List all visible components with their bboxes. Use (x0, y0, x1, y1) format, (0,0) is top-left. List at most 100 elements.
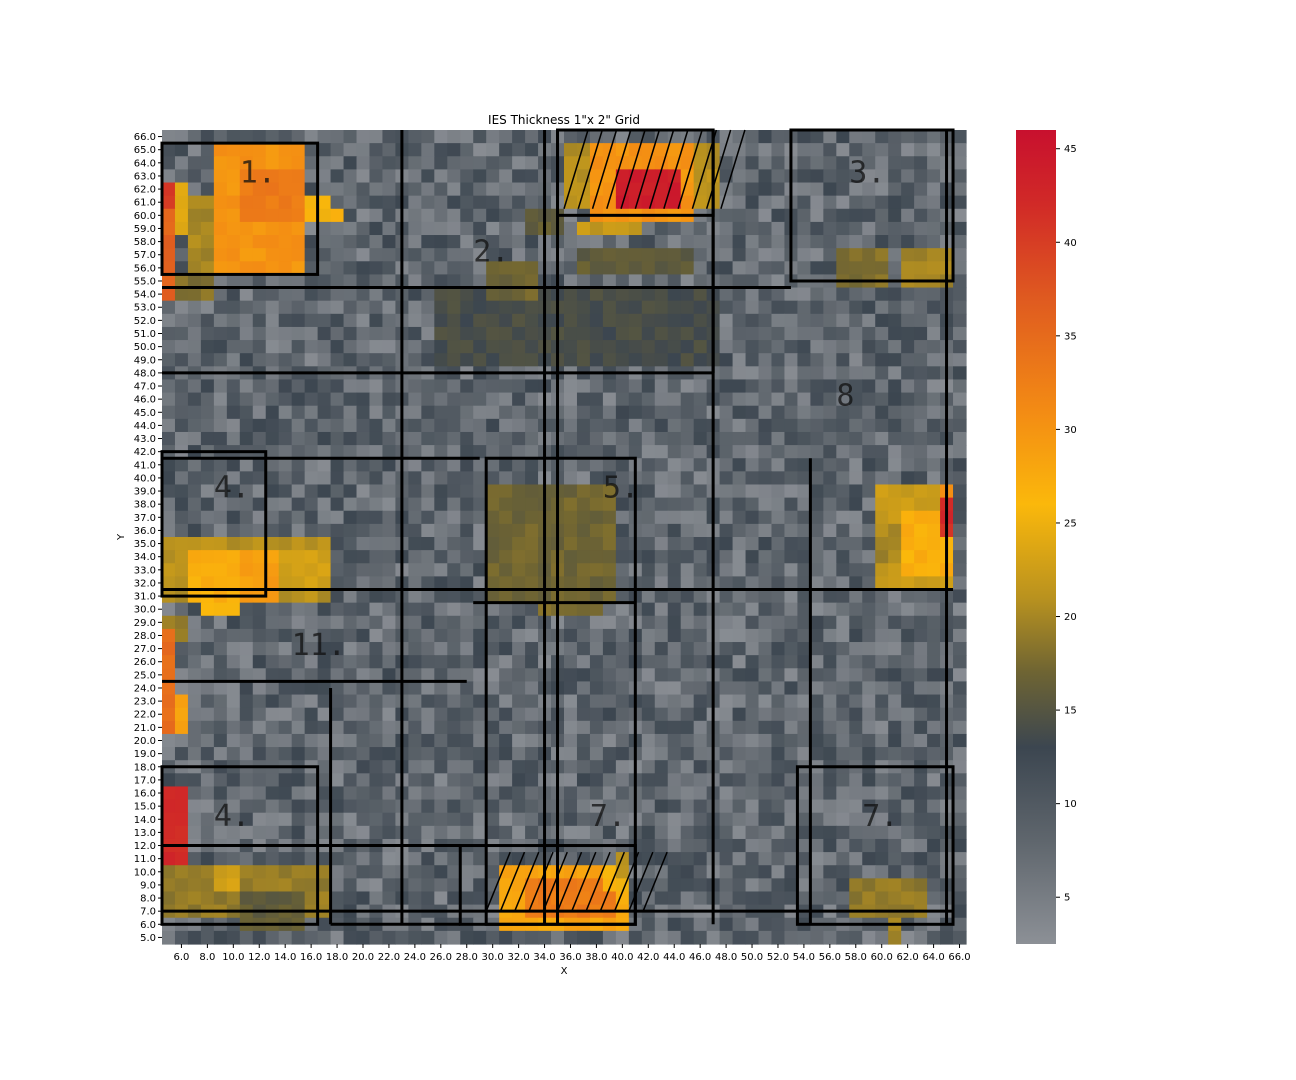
heatmap-cell (382, 694, 397, 709)
heatmap-cell (369, 326, 384, 341)
heatmap-cell (421, 589, 435, 604)
heatmap-cell (265, 589, 280, 604)
heatmap-cell (174, 313, 189, 328)
heatmap-cell (512, 130, 526, 144)
heatmap-cell (369, 694, 384, 709)
heatmap-cell (317, 642, 332, 656)
heatmap-cell (810, 550, 824, 564)
heatmap-cell (641, 602, 656, 617)
heatmap-cell (239, 326, 254, 341)
heatmap-cell (486, 694, 500, 709)
heatmap-cell (771, 891, 786, 906)
heatmap-cell (823, 143, 837, 157)
y-tick-label: 16.0 (134, 789, 156, 800)
heatmap-cell (823, 418, 837, 433)
heatmap-cell (797, 169, 811, 184)
heatmap-cell (875, 812, 889, 827)
heatmap-cell (784, 891, 799, 906)
heatmap-cell (291, 707, 306, 722)
heatmap-cell (771, 825, 786, 840)
heatmap-cell (706, 930, 721, 945)
heatmap-cell (576, 628, 591, 643)
heatmap-cell (836, 576, 850, 591)
heatmap-cell (525, 681, 539, 696)
heatmap-cell (693, 694, 708, 709)
heatmap-cell (758, 523, 773, 538)
heatmap-cell (940, 930, 954, 945)
heatmap-cell (499, 589, 513, 604)
heatmap-cell (823, 156, 837, 170)
heatmap-cell (317, 537, 332, 551)
heatmap-cell (200, 930, 215, 945)
heatmap-cell (187, 733, 202, 748)
heatmap-cell (408, 799, 422, 814)
heatmap-cell (849, 235, 863, 249)
region-label: 7. (590, 799, 626, 834)
heatmap-cell (265, 773, 280, 788)
heatmap-cell (252, 431, 267, 446)
heatmap-cell (888, 261, 902, 276)
heatmap-cell (200, 471, 215, 486)
y-tick-label: 34.0 (134, 552, 156, 563)
heatmap-cell (564, 353, 578, 367)
heatmap-cell (602, 195, 617, 210)
heatmap-cell (888, 326, 902, 341)
heatmap-cell (862, 248, 876, 262)
heatmap-cell (615, 458, 630, 472)
heatmap-cell (680, 865, 695, 879)
heatmap-cell (460, 471, 474, 486)
heatmap-cell (589, 445, 604, 459)
heatmap-cell (356, 248, 371, 262)
heatmap-cell (525, 130, 539, 144)
heatmap-cell (797, 353, 811, 367)
heatmap-cell (434, 313, 448, 328)
heatmap-cell (330, 261, 345, 276)
heatmap-cell (862, 878, 876, 893)
heatmap-cell (265, 221, 280, 236)
heatmap-cell (667, 563, 682, 577)
heatmap-cell (615, 169, 630, 184)
heatmap-cell (421, 576, 435, 591)
heatmap-cell (265, 340, 280, 354)
heatmap-cell (836, 313, 850, 328)
heatmap-cell (745, 458, 760, 472)
heatmap-cell (771, 563, 786, 577)
heatmap-cell (226, 235, 241, 249)
heatmap-cell (499, 602, 513, 617)
heatmap-cell (278, 707, 293, 722)
heatmap-cell (421, 537, 435, 551)
heatmap-cell (797, 195, 811, 210)
heatmap-cell (447, 445, 461, 459)
heatmap-cell (239, 602, 254, 617)
heatmap-cell (914, 366, 928, 381)
heatmap-cell (953, 523, 967, 538)
heatmap-cell (473, 182, 487, 197)
heatmap-cell (927, 484, 941, 499)
heatmap-cell (901, 392, 915, 407)
heatmap-cell (810, 353, 824, 367)
heatmap-cell (927, 182, 941, 197)
heatmap-cell (927, 878, 941, 893)
heatmap-cell (239, 799, 254, 814)
heatmap-cell (213, 418, 228, 433)
heatmap-cell (213, 248, 228, 262)
heatmap-cell (745, 445, 760, 459)
heatmap-cell (784, 720, 799, 735)
heatmap-cell (576, 274, 591, 289)
heatmap-cell (343, 431, 358, 446)
heatmap-cell (330, 668, 345, 683)
heatmap-cell (564, 760, 578, 774)
heatmap-cell (317, 221, 332, 236)
heatmap-cell (875, 300, 889, 315)
heatmap-cell (862, 642, 876, 656)
heatmap-cell (434, 287, 448, 302)
heatmap-cell (291, 786, 306, 801)
heatmap-cell (343, 563, 358, 577)
heatmap-cell (576, 221, 591, 236)
heatmap-cell (434, 497, 448, 512)
heatmap-cell (914, 628, 928, 643)
heatmap-cell (239, 523, 254, 538)
heatmap-cell (486, 458, 500, 472)
heatmap-cell (473, 248, 487, 262)
